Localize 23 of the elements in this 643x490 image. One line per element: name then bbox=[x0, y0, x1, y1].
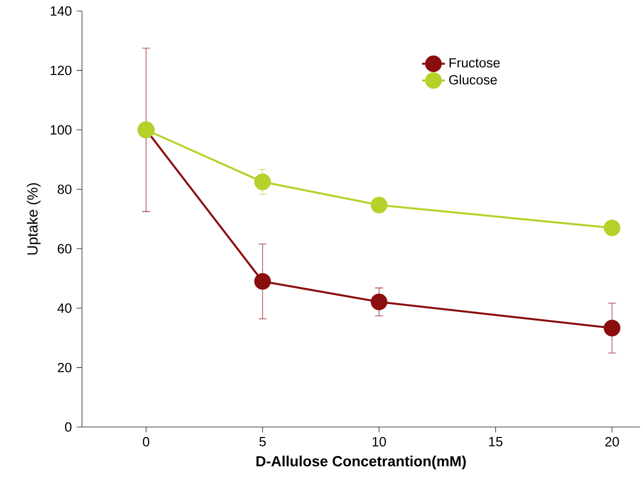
y-tick-label: 40 bbox=[57, 303, 72, 313]
legend-label: Glucose bbox=[449, 74, 497, 84]
point bbox=[604, 220, 620, 236]
y-tick-label: 60 bbox=[58, 244, 72, 254]
point bbox=[370, 294, 388, 310]
point bbox=[370, 196, 388, 214]
x-axis-title: D-Allulose Concetrantion(mM) bbox=[256, 456, 466, 470]
x-tick-label: 0 bbox=[142, 437, 150, 446]
x-tick-label: 15 bbox=[489, 437, 502, 446]
x-tick-label: 20 bbox=[605, 437, 619, 446]
legend-label: Fructose bbox=[450, 58, 500, 68]
point bbox=[254, 174, 271, 190]
x-tick-label: 5 bbox=[259, 437, 266, 446]
y-tick-label: 80 bbox=[58, 184, 72, 194]
y-axis-title: Uptake (%) bbox=[26, 183, 41, 255]
x-tick-label: 10 bbox=[372, 437, 386, 446]
y-tick-label: 140 bbox=[50, 6, 72, 16]
y-tick-label: 100 bbox=[50, 125, 72, 135]
y-tick-label: 0 bbox=[65, 422, 72, 432]
y-tick-label: 20 bbox=[58, 362, 72, 372]
point bbox=[254, 273, 271, 290]
y-tick-label: 120 bbox=[50, 66, 72, 76]
point bbox=[604, 320, 620, 336]
